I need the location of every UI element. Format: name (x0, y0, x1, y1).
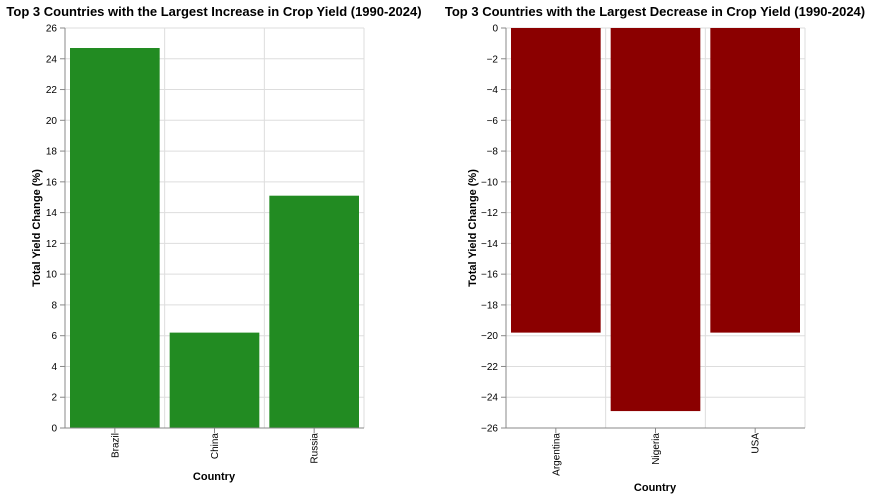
bar-brazil[interactable] (70, 48, 160, 428)
chart-panel-decrease: Top 3 Countries with the Largest Decreas… (445, 4, 865, 494)
y-tick-label: 18 (46, 147, 58, 158)
y-tick-label: 0 (492, 24, 498, 35)
x-tick-label: Brazil (110, 433, 121, 458)
x-axis-title: Country (193, 471, 236, 483)
y-tick-label: 6 (51, 331, 57, 342)
bar-china[interactable] (169, 332, 260, 428)
y-tick-label: −22 (481, 362, 498, 373)
y-axis-title: Total Yield Change (%) (31, 169, 43, 287)
y-tick-label: 14 (46, 208, 58, 219)
y-tick-label: −10 (481, 177, 498, 188)
y-tick-label: −14 (481, 239, 498, 250)
y-tick-label: −16 (481, 270, 498, 281)
y-tick-label: −24 (481, 393, 498, 404)
y-tick-label: 12 (46, 239, 58, 250)
x-axis-title: Country (634, 482, 677, 494)
y-tick-label: 24 (46, 54, 58, 65)
bars (70, 48, 359, 428)
bars (511, 28, 800, 412)
x-axis: Brazil China Russia (65, 427, 364, 464)
y-axis: 0 −2 −4 −6 −8 −10 −12 −14 −16 −18 −20 −22 −24 −26 (481, 24, 507, 435)
bar-usa[interactable] (710, 28, 800, 333)
bar-nigeria[interactable] (610, 28, 701, 412)
bar-russia[interactable] (269, 195, 359, 428)
y-tick-label: 8 (51, 300, 57, 311)
y-tick-label: 20 (46, 116, 58, 127)
y-tick-label: −26 (481, 424, 498, 435)
y-tick-label: 10 (46, 270, 58, 281)
x-tick-label: USA (751, 433, 762, 454)
chart-panel-increase: Top 3 Countries with the Largest Increas… (6, 4, 421, 483)
x-axis: Argentina Nigeria USA (506, 427, 805, 476)
y-tick-label: −18 (481, 300, 498, 311)
x-tick-label: China (210, 433, 221, 460)
y-tick-label: 26 (46, 24, 58, 35)
y-tick-label: −8 (487, 147, 499, 158)
y-tick-label: 16 (46, 177, 58, 188)
chart-title: Top 3 Countries with the Largest Increas… (6, 4, 421, 19)
chart-title: Top 3 Countries with the Largest Decreas… (445, 4, 865, 19)
y-tick-label: −4 (487, 85, 499, 96)
y-tick-label: 2 (51, 393, 57, 404)
x-tick-label: Nigeria (651, 433, 662, 465)
x-tick-label: Argentina (551, 433, 562, 476)
y-tick-label: 0 (51, 424, 57, 435)
bar-argentina[interactable] (511, 28, 601, 333)
y-axis-title: Total Yield Change (%) (467, 169, 479, 287)
y-tick-label: −2 (487, 54, 499, 65)
y-tick-label: 4 (51, 362, 57, 373)
y-tick-label: −6 (487, 116, 499, 127)
y-tick-label: −12 (481, 208, 498, 219)
y-tick-label: −20 (481, 331, 498, 342)
y-tick-label: 22 (46, 85, 58, 96)
x-tick-label: Russia (310, 433, 321, 464)
